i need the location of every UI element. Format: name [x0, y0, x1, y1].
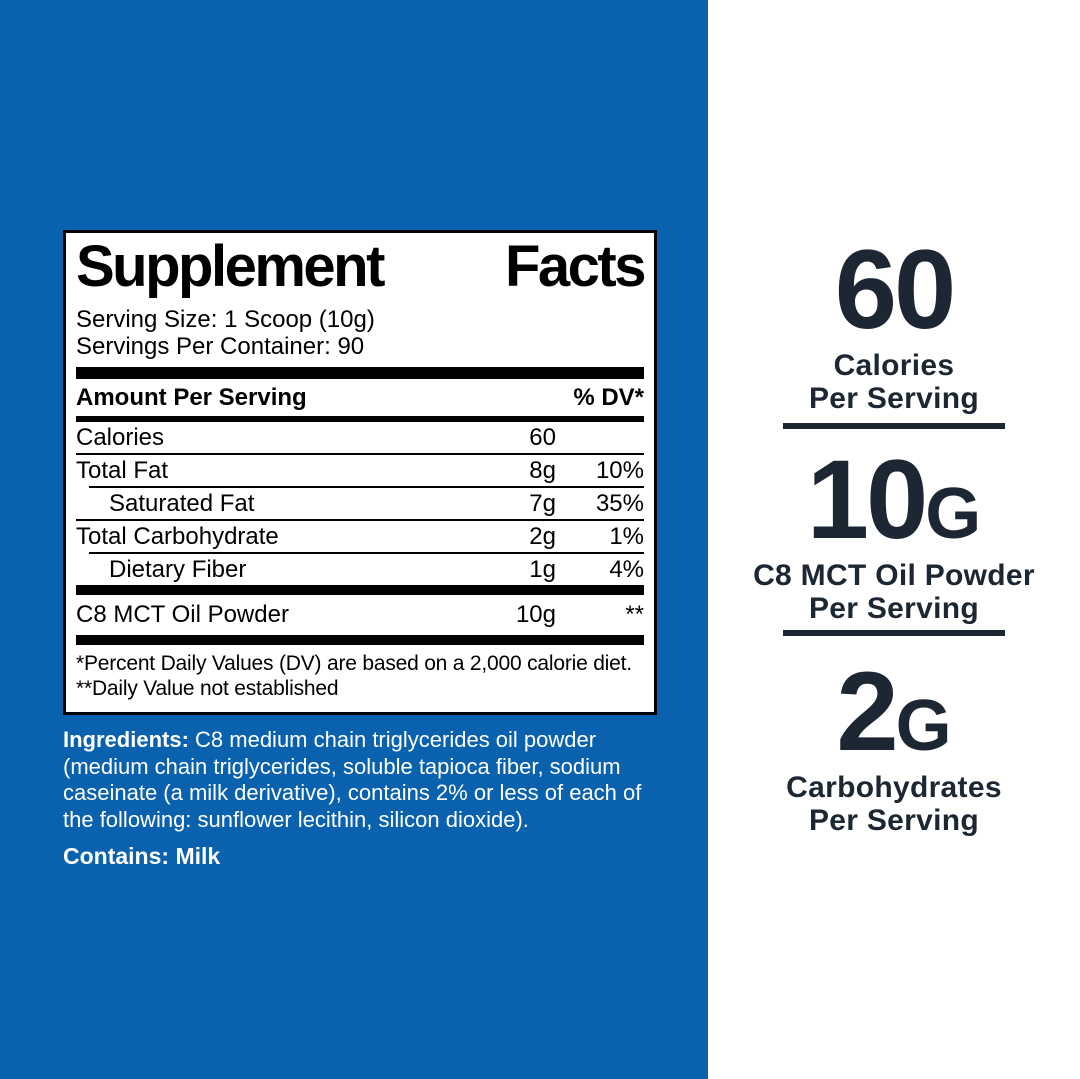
section-divider [783, 423, 1005, 429]
percent-dv-header: % DV* [573, 384, 644, 412]
nutrient-name: Total Carbohydrate [76, 522, 279, 550]
table-row-c8-mct-oil-powder: C8 MCT Oil Powder 10g ** [76, 595, 644, 635]
servings-per-container: Servings Per Container: 90 [76, 333, 365, 361]
highlight-calories: 60 Calories Per Serving [708, 234, 1080, 416]
highlight-mct-value: 10G [708, 444, 1080, 556]
title-word-supplement: Supplement [76, 234, 385, 299]
highlight-number: 60 [834, 227, 957, 352]
highlight-calories-line2: Per Serving [808, 382, 980, 416]
highlight-carbs-value: 2G [708, 656, 1080, 768]
nutrient-dv: 4% [609, 555, 644, 583]
table-row-dietary-fiber: Dietary Fiber 1g 4% [76, 554, 644, 585]
table-row-calories: Calories 60 [76, 422, 644, 453]
table-row-total-fat: Total Fat 8g 10% [76, 455, 644, 486]
amount-per-serving-header: Amount Per Serving [76, 384, 307, 412]
section-divider [783, 630, 1005, 636]
footnote-not-established: **Daily Value not established [76, 677, 339, 701]
highlight-mct-line2: Per Serving [808, 592, 980, 626]
nutrient-amount: 10g [515, 601, 556, 629]
ingredients-list: C8 medium chain triglycerides oil powder… [63, 727, 642, 832]
supplement-facts-panel: Supplement Facts Serving Size: 1 Scoop (… [63, 230, 657, 715]
highlights-column: 60 Calories Per Serving 10G C8 MCT Oil P… [708, 0, 1080, 1079]
highlight-unit: G [895, 686, 952, 766]
nutrient-name: C8 MCT Oil Powder [76, 601, 289, 629]
nutrient-amount: 8g [529, 456, 556, 484]
nutrient-name: Calories [76, 423, 165, 451]
nutrient-dv: 35% [595, 489, 644, 517]
nutrient-amount: 60 [529, 423, 556, 451]
nutrient-amount: 7g [529, 489, 556, 517]
table-header-row: Amount Per Serving % DV* [76, 379, 644, 416]
nutrient-dv: ** [625, 601, 644, 629]
nutrient-name: Dietary Fiber [109, 555, 247, 583]
footnote-daily-values: *Percent Daily Values (DV) are based on … [76, 652, 632, 676]
table-row-saturated-fat: Saturated Fat 7g 35% [76, 488, 644, 519]
highlight-unit: G [925, 474, 982, 554]
nutrient-name: Total Fat [76, 456, 169, 484]
row-separator [76, 453, 644, 456]
table-row-total-carbohydrate: Total Carbohydrate 2g 1% [76, 521, 644, 552]
highlight-carbohydrates: 2G Carbohydrates Per Serving [708, 656, 1080, 838]
ingredients-text: Ingredients: C8 medium chain triglycerid… [63, 727, 667, 833]
medium-rule-under-header [76, 416, 644, 423]
row-separator-indented [89, 486, 644, 489]
supplement-facts-title: Supplement Facts [76, 234, 647, 299]
highlight-number: 10 [806, 437, 929, 562]
highlight-calories-line1: Calories [833, 349, 955, 383]
row-separator-indented [89, 552, 644, 555]
ingredients-section: Ingredients: C8 medium chain triglycerid… [63, 727, 667, 870]
nutrient-dv: 1% [609, 522, 644, 550]
nutrient-amount: 2g [529, 522, 556, 550]
thick-rule-mid [76, 585, 644, 596]
thick-rule-top [76, 367, 644, 380]
title-word-facts: Facts [504, 234, 647, 299]
highlight-carbs-line2: Per Serving [808, 804, 980, 838]
highlight-carbs-line1: Carbohydrates [786, 771, 1002, 805]
blue-background-panel: Supplement Facts Serving Size: 1 Scoop (… [0, 0, 708, 1079]
thick-rule-bottom [76, 635, 644, 646]
serving-size: Serving Size: 1 Scoop (10g) [76, 306, 375, 334]
ingredients-label: Ingredients: [63, 727, 189, 752]
highlight-number: 2 [836, 649, 898, 774]
nutrient-dv: 10% [595, 456, 644, 484]
highlight-mct-line1: C8 MCT Oil Powder [753, 559, 1035, 593]
highlight-mct-oil: 10G C8 MCT Oil Powder Per Serving [708, 444, 1080, 626]
nutrient-name: Saturated Fat [109, 489, 255, 517]
contains-statement: Contains: Milk [63, 843, 221, 869]
nutrient-amount: 1g [529, 555, 556, 583]
row-separator [76, 519, 644, 522]
highlight-calories-value: 60 [708, 234, 1080, 346]
